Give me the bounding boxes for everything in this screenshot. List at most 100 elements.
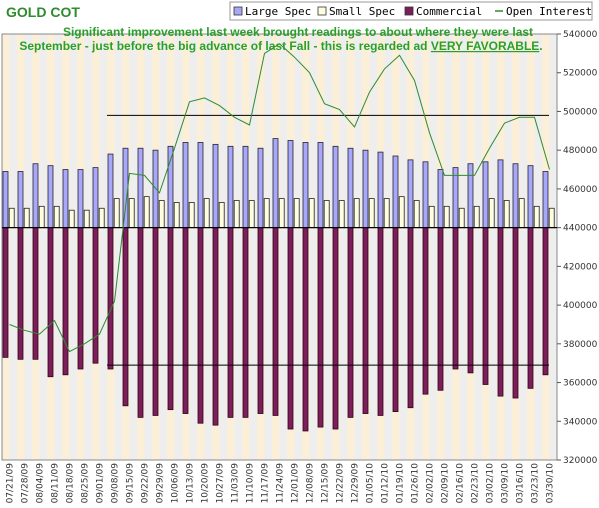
small-spec-bar	[98, 207, 105, 229]
large-spec-bar	[377, 151, 384, 229]
legend-label: Small Spec	[329, 5, 395, 18]
open-interest-line	[9, 43, 550, 353]
large-spec-bar	[32, 163, 39, 229]
x-tick-label: 11/03/09	[231, 463, 241, 504]
y-tick-label: 360000	[563, 379, 598, 389]
x-tick-label: 09/08/09	[111, 463, 121, 504]
large-spec-bar	[17, 171, 24, 229]
annotation-line-2: September - just before the big advance …	[19, 39, 542, 53]
small-spec-bar	[473, 205, 480, 229]
band-b	[294, 34, 302, 460]
x-tick-label: 11/17/09	[261, 463, 271, 504]
large-spec-bar	[257, 147, 264, 229]
commercial-bar	[407, 227, 414, 409]
large-spec-bar	[242, 145, 249, 229]
large-spec-bar	[62, 169, 69, 229]
commercial-bar	[437, 227, 444, 391]
x-tick-label: 03/02/10	[486, 463, 496, 504]
chart-title: GOLD COT	[6, 4, 80, 20]
commercial-bar	[17, 227, 24, 360]
commercial-bar	[77, 227, 84, 370]
commercial-bar	[512, 227, 519, 399]
commercial-bar	[167, 227, 174, 411]
x-tick-label: 12/22/09	[336, 463, 346, 504]
large-spec-bar	[527, 165, 534, 229]
commercial-bar	[242, 227, 249, 418]
y-tick-label: 400000	[563, 301, 598, 311]
annotation-emphasis: VERY FAVORABLE	[431, 39, 539, 53]
y-tick-label: 540000	[563, 30, 598, 40]
small-spec-bar	[488, 198, 495, 229]
large-spec-bar	[437, 169, 444, 229]
commercial-bar	[32, 227, 39, 360]
x-tick-label: 09/29/09	[156, 463, 166, 504]
band-b	[384, 34, 392, 460]
large-spec-bar	[227, 145, 234, 229]
band-b	[234, 34, 242, 460]
large-spec-bar	[287, 140, 294, 229]
large-spec-bar	[347, 147, 354, 229]
large-spec-bar	[482, 161, 489, 229]
small-spec-bar	[533, 205, 540, 229]
commercial-bar	[212, 227, 219, 426]
large-spec-bar	[542, 171, 549, 229]
commercial-bar	[122, 227, 129, 407]
large-spec-bar	[392, 155, 399, 229]
band-b	[459, 34, 467, 460]
large-spec-bar	[77, 169, 84, 229]
x-tick-label: 08/25/09	[81, 463, 91, 504]
small-spec-bar	[8, 207, 15, 229]
small-spec-bar	[458, 207, 465, 229]
x-tick-label: 12/08/09	[306, 463, 316, 504]
x-tick-label: 11/24/09	[276, 463, 286, 504]
x-tick-label: 02/09/10	[441, 463, 451, 504]
small-spec-bar	[398, 196, 405, 229]
legend: Large Spec Small Spec Commercial Open Inter…	[229, 1, 593, 21]
x-tick-label: 08/11/09	[51, 463, 61, 504]
x-tick-label: 10/13/09	[186, 463, 196, 504]
legend-swatch	[233, 6, 243, 16]
large-spec-bar	[407, 159, 414, 229]
commercial-bar	[92, 227, 99, 364]
band-b	[489, 34, 497, 460]
band-b	[309, 34, 317, 460]
legend-label: Open Interest	[506, 5, 592, 18]
band-b	[279, 34, 287, 460]
band-b	[84, 34, 92, 460]
small-spec-bar	[338, 200, 345, 229]
small-spec-bar	[218, 202, 225, 229]
band-b	[264, 34, 272, 460]
commercial-bar	[152, 227, 159, 416]
large-spec-bar	[92, 167, 99, 229]
band-b	[354, 34, 362, 460]
band-b	[24, 34, 32, 460]
band-b	[534, 34, 542, 460]
band-b	[69, 34, 77, 460]
y-tick-label: 440000	[563, 224, 598, 234]
small-spec-bar	[143, 196, 150, 229]
small-spec-bar	[188, 202, 195, 229]
band-b	[519, 34, 527, 460]
large-spec-bar	[317, 142, 324, 229]
small-spec-bar	[233, 200, 240, 229]
commercial-bar	[287, 227, 294, 430]
band-b	[114, 34, 122, 460]
large-spec-bar	[47, 165, 54, 229]
x-tick-label: 01/05/10	[366, 463, 376, 504]
band-b	[369, 34, 377, 460]
band-b	[399, 34, 407, 460]
annotation-line-2-end: .	[539, 39, 542, 53]
y-tick-label: 520000	[563, 69, 598, 79]
band-b	[219, 34, 227, 460]
large-spec-bar	[362, 149, 369, 229]
commercial-bar	[107, 227, 114, 370]
small-spec-bar	[23, 207, 30, 229]
band-b	[249, 34, 257, 460]
band-b	[339, 34, 347, 460]
y-tick-label: 380000	[563, 340, 598, 350]
band-b	[429, 34, 437, 460]
commercial-bar	[47, 227, 54, 378]
band-b	[39, 34, 47, 460]
x-tick-label: 11/10/09	[246, 463, 256, 504]
